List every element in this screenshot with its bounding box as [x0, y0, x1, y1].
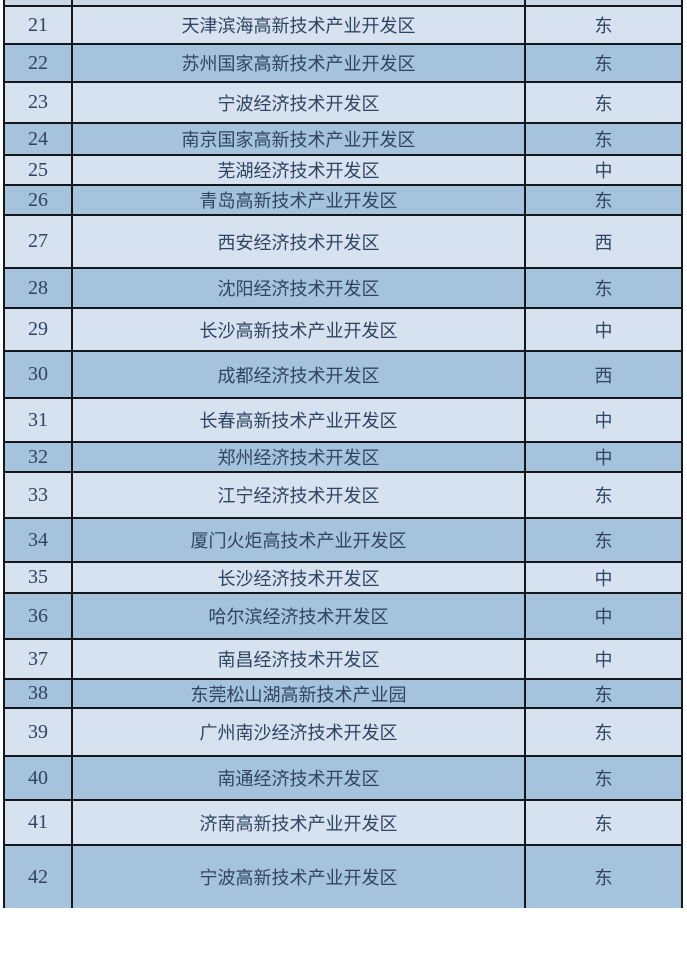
table-row: 34 厦门火炬高技术产业开发区 东 — [5, 517, 681, 561]
rank-cell: 25 — [28, 158, 48, 181]
table-row: 39 广州南沙经济技术开发区 东 — [5, 707, 681, 755]
name-cell — [71, 0, 524, 5]
table-row: 42 宁波高新技术产业开发区 东 — [5, 844, 681, 908]
name-cell: 广州南沙经济技术开发区 — [71, 709, 524, 755]
region-cell: 中 — [524, 594, 681, 638]
table-row: 21 天津滨海高新技术产业开发区 东 — [5, 5, 681, 43]
name-cell: 东莞松山湖高新技术产业园 — [71, 680, 524, 707]
rank-cell: 23 — [28, 91, 48, 113]
table-row: 31 长春高新技术产业开发区 中 — [5, 397, 681, 441]
region-cell: 东 — [524, 757, 681, 799]
table-row: 33 江宁经济技术开发区 东 — [5, 471, 681, 517]
name-cell: 南通经济技术开发区 — [71, 757, 524, 799]
name-cell: 天津滨海高新技术产业开发区 — [71, 7, 524, 43]
region-cell: 西 — [524, 352, 681, 397]
rank-cell: 21 — [28, 13, 48, 36]
rank-cell: 39 — [28, 720, 48, 743]
partial-row-top — [5, 0, 681, 5]
region-cell: 东 — [524, 801, 681, 844]
name-cell: 沈阳经济技术开发区 — [71, 269, 524, 307]
region-cell: 东 — [524, 846, 681, 908]
rank-cell: 29 — [28, 318, 48, 340]
table-row: 29 长沙高新技术产业开发区 中 — [5, 307, 681, 350]
ranking-table: 21 天津滨海高新技术产业开发区 东 22 苏州国家高新技术产业开发区 东 23… — [3, 0, 683, 908]
rank-cell: 34 — [28, 528, 48, 551]
name-cell: 长沙经济技术开发区 — [71, 563, 524, 592]
region-cell: 中 — [524, 640, 681, 678]
name-cell: 宁波高新技术产业开发区 — [71, 846, 524, 908]
name-cell: 苏州国家高新技术产业开发区 — [71, 45, 524, 81]
region-cell: 西 — [524, 216, 681, 267]
rank-cell: 33 — [28, 483, 48, 506]
table-row: 26 青岛高新技术产业开发区 东 — [5, 184, 681, 214]
table-row: 27 西安经济技术开发区 西 — [5, 214, 681, 267]
region-cell: 东 — [524, 519, 681, 561]
table-row: 22 苏州国家高新技术产业开发区 东 — [5, 43, 681, 81]
region-cell: 东 — [524, 473, 681, 517]
name-cell: 江宁经济技术开发区 — [71, 473, 524, 517]
name-cell: 芜湖经济技术开发区 — [71, 156, 524, 184]
region-cell: 东 — [524, 124, 681, 154]
table-row: 28 沈阳经济技术开发区 东 — [5, 267, 681, 307]
region-cell: 中 — [524, 309, 681, 350]
name-cell: 南京国家高新技术产业开发区 — [71, 124, 524, 154]
rank-cell: 40 — [28, 766, 48, 789]
table-row: 23 宁波经济技术开发区 东 — [5, 81, 681, 122]
name-cell: 青岛高新技术产业开发区 — [71, 186, 524, 214]
table-row: 38 东莞松山湖高新技术产业园 东 — [5, 678, 681, 707]
table-row: 35 长沙经济技术开发区 中 — [5, 561, 681, 592]
region-cell: 中 — [524, 443, 681, 471]
region-cell: 东 — [524, 83, 681, 122]
rank-cell: 27 — [28, 230, 48, 252]
region-cell — [524, 0, 681, 5]
rank-cell: 36 — [28, 604, 48, 627]
table-row: 36 哈尔滨经济技术开发区 中 — [5, 592, 681, 638]
rank-cell: 37 — [28, 647, 48, 670]
rank-cell: 24 — [28, 127, 48, 150]
region-cell: 东 — [524, 45, 681, 81]
rank-cell: 41 — [28, 811, 48, 833]
region-cell: 东 — [524, 7, 681, 43]
table-row: 24 南京国家高新技术产业开发区 东 — [5, 122, 681, 154]
rank-cell: 42 — [28, 865, 48, 888]
region-cell: 中 — [524, 563, 681, 592]
rank-cell — [5, 0, 71, 5]
rank-cell: 22 — [28, 51, 48, 74]
rank-cell: 38 — [28, 682, 48, 704]
name-cell: 哈尔滨经济技术开发区 — [71, 594, 524, 638]
name-cell: 南昌经济技术开发区 — [71, 640, 524, 678]
name-cell: 长春高新技术产业开发区 — [71, 399, 524, 441]
name-cell: 郑州经济技术开发区 — [71, 443, 524, 471]
rank-cell: 32 — [28, 445, 48, 468]
rank-cell: 30 — [28, 363, 48, 385]
rank-cell: 26 — [28, 188, 48, 211]
region-cell: 中 — [524, 156, 681, 184]
name-cell: 西安经济技术开发区 — [71, 216, 524, 267]
name-cell: 成都经济技术开发区 — [71, 352, 524, 397]
table-row: 30 成都经济技术开发区 西 — [5, 350, 681, 397]
name-cell: 厦门火炬高技术产业开发区 — [71, 519, 524, 561]
rank-cell: 31 — [28, 408, 48, 431]
table-row: 41 济南高新技术产业开发区 东 — [5, 799, 681, 844]
name-cell: 宁波经济技术开发区 — [71, 83, 524, 122]
name-cell: 济南高新技术产业开发区 — [71, 801, 524, 844]
table-row: 37 南昌经济技术开发区 中 — [5, 638, 681, 678]
table-rows: 21 天津滨海高新技术产业开发区 东 22 苏州国家高新技术产业开发区 东 23… — [5, 5, 681, 908]
region-cell: 东 — [524, 186, 681, 214]
region-cell: 中 — [524, 399, 681, 441]
rank-cell: 28 — [28, 276, 48, 299]
table-row: 40 南通经济技术开发区 东 — [5, 755, 681, 799]
name-cell: 长沙高新技术产业开发区 — [71, 309, 524, 350]
rank-cell: 35 — [28, 566, 48, 588]
region-cell: 东 — [524, 680, 681, 707]
region-cell: 东 — [524, 269, 681, 307]
table-row: 32 郑州经济技术开发区 中 — [5, 441, 681, 471]
region-cell: 东 — [524, 709, 681, 755]
table-row: 25 芜湖经济技术开发区 中 — [5, 154, 681, 184]
